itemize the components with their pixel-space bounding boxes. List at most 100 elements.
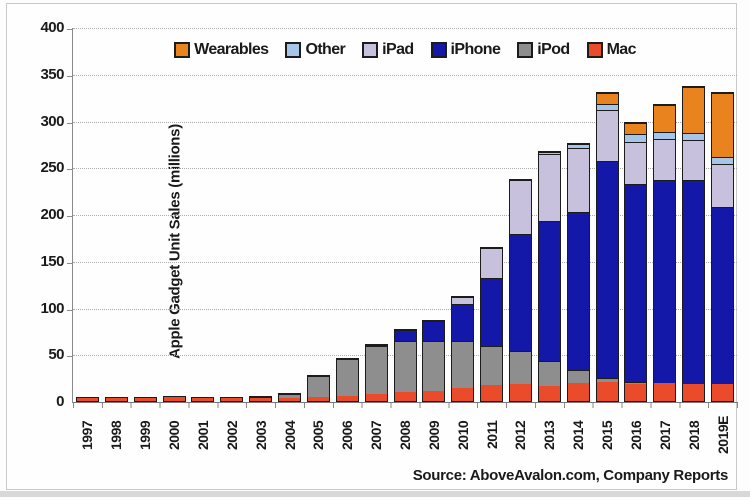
ipad-segment-2017 xyxy=(654,139,676,181)
mac-segment-2012 xyxy=(509,383,531,401)
bar-2003 xyxy=(249,396,273,402)
mac-segment-1998 xyxy=(105,398,127,401)
gridline-200 xyxy=(67,215,737,217)
bar-2009 xyxy=(422,320,446,402)
bar-2014 xyxy=(566,143,590,402)
y-tick-50 xyxy=(67,356,73,358)
ipad-segment-2014 xyxy=(567,148,589,212)
bar-2007 xyxy=(364,343,388,402)
mac-segment-2011 xyxy=(481,385,503,401)
ipod-segment-2012 xyxy=(509,351,531,384)
ipod-segment-2007 xyxy=(365,346,387,395)
mac-segment-2001 xyxy=(192,398,214,401)
legend-item-iphone: iPhone xyxy=(430,41,501,59)
mac-segment-2003 xyxy=(250,398,272,401)
wearables-segment-2015 xyxy=(596,93,618,104)
y-axis-label-50: 50 xyxy=(48,346,64,364)
other-segment-2017 xyxy=(654,131,676,140)
bar-2016 xyxy=(624,121,648,402)
bar-2005 xyxy=(306,374,330,402)
iphone-segment-2016 xyxy=(625,184,647,383)
gridline-250 xyxy=(67,168,737,171)
other-segment-2013 xyxy=(538,152,560,155)
x-axis-label-2006: 2006 xyxy=(339,420,356,450)
x-axis-ticks xyxy=(73,403,739,408)
bar-2008 xyxy=(393,328,417,402)
ipod-segment-2006 xyxy=(336,359,358,397)
mac-segment-2016 xyxy=(625,383,647,401)
chart-legend: Wearables Other iPad iPhone iPod Mac xyxy=(73,40,737,60)
x-axis-label-2014: 2014 xyxy=(570,420,587,450)
mac-segment-2006 xyxy=(336,396,358,401)
x-axis-label-2004: 2004 xyxy=(281,420,298,450)
source-note: Source: AboveAvalon.com, Company Reports xyxy=(412,467,729,484)
mac-segment-2007 xyxy=(365,394,387,401)
gridline-350 xyxy=(67,74,737,77)
x-axis-label-1999: 1999 xyxy=(137,420,154,450)
mac-segment-2013 xyxy=(538,385,560,401)
ipad-segment-2010 xyxy=(452,296,474,304)
iphone-segment-2019E xyxy=(712,206,734,385)
y-axis-label-300: 300 xyxy=(40,112,64,130)
gridline-100 xyxy=(67,308,737,311)
x-axis-label-2015: 2015 xyxy=(599,420,616,450)
ipod-segment-2009 xyxy=(423,340,445,392)
y-axis-label-150: 150 xyxy=(40,252,64,270)
x-axis-labels: 1997 1998 1999 2000 2001 2002 2003 2004 2005 2006… xyxy=(73,410,737,462)
other-segment-2018 xyxy=(683,132,705,140)
ipod-segment-2010 xyxy=(452,341,474,389)
wearables-segment-2018 xyxy=(683,87,705,133)
legend-label-other: Other xyxy=(305,41,346,58)
iphone-segment-2018 xyxy=(683,180,705,384)
bar-2015 xyxy=(595,92,619,402)
ipad-segment-2018 xyxy=(683,139,705,181)
x-axis-label-2005: 2005 xyxy=(310,420,327,450)
mac-segment-2018 xyxy=(683,383,705,401)
iphone-segment-2013 xyxy=(538,220,560,362)
x-axis-label-2003: 2003 xyxy=(252,420,269,450)
bar-1998 xyxy=(104,397,128,402)
x-axis-label-2000: 2000 xyxy=(166,420,183,450)
legend-swatch-ipad xyxy=(362,42,379,58)
bar-2018 xyxy=(682,86,706,402)
y-tick-100 xyxy=(67,309,73,311)
x-axis-label-2009: 2009 xyxy=(425,420,442,450)
x-axis-label-2017: 2017 xyxy=(656,420,673,450)
mac-segment-2017 xyxy=(654,383,676,401)
gridline-150 xyxy=(67,261,737,264)
plot-area: Apple Gadget Unit Sales (millions) xyxy=(67,28,737,402)
ipod-segment-2015 xyxy=(596,377,618,382)
y-tick-200 xyxy=(67,216,73,217)
x-axis-label-2013: 2013 xyxy=(541,420,558,450)
x-axis-label-2008: 2008 xyxy=(397,420,413,450)
ipad-segment-2015 xyxy=(596,110,618,162)
ipod-segment-2014 xyxy=(567,369,589,384)
legend-label-mac: Mac xyxy=(606,41,637,58)
mac-segment-2005 xyxy=(307,396,329,401)
iphone-segment-2007 xyxy=(365,344,387,347)
iphone-segment-2010 xyxy=(452,303,474,342)
y-tick-300 xyxy=(67,122,73,124)
bar-2000 xyxy=(162,395,186,402)
mac-segment-2008 xyxy=(394,391,416,401)
x-axis-label-2016: 2016 xyxy=(627,420,644,450)
legend-swatch-other xyxy=(285,42,302,58)
legend-label-ipod: iPod xyxy=(537,41,570,58)
ipod-segment-2013 xyxy=(538,361,560,386)
ipod-segment-2003 xyxy=(250,397,272,399)
x-axis-label-1997: 1997 xyxy=(79,420,96,450)
ipod-segment-2011 xyxy=(481,345,503,386)
x-axis-label-2007: 2007 xyxy=(368,420,385,450)
iphone-segment-2015 xyxy=(596,161,618,378)
gridline-400 xyxy=(67,28,737,30)
legend-label-iphone: iPhone xyxy=(450,41,501,58)
x-axis-label-2002: 2002 xyxy=(223,420,240,450)
y-tick-150 xyxy=(67,262,73,264)
bar-2019E xyxy=(711,91,735,402)
bar-2006 xyxy=(335,358,359,402)
bar-2017 xyxy=(653,103,677,402)
y-axis-label-0: 0 xyxy=(56,393,64,410)
legend-swatch-ipod xyxy=(517,42,534,58)
iphone-segment-2011 xyxy=(481,277,503,346)
